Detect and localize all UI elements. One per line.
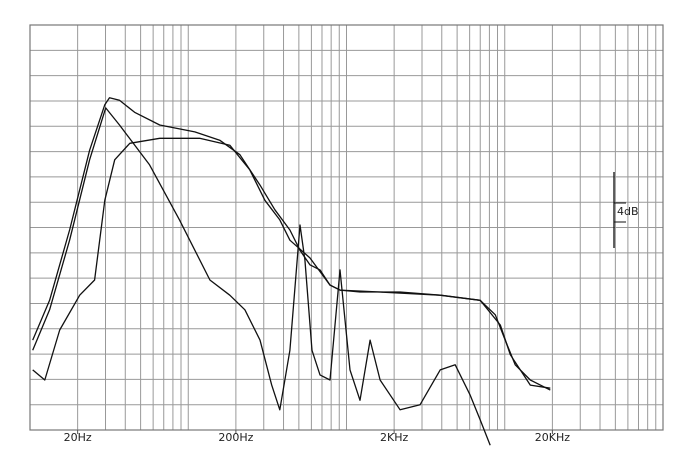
x-tick-label: 2KHz: [380, 431, 408, 444]
response-curve: [32, 137, 551, 389]
x-tick-label: 20Hz: [64, 431, 92, 444]
scale-annotation: 4dB: [617, 205, 639, 218]
plot-frame: [29, 24, 664, 431]
x-tick-label: 20KHz: [535, 431, 570, 444]
x-tick-label: 200Hz: [218, 431, 253, 444]
response-curve: [32, 97, 551, 391]
response-curve: [32, 107, 491, 446]
